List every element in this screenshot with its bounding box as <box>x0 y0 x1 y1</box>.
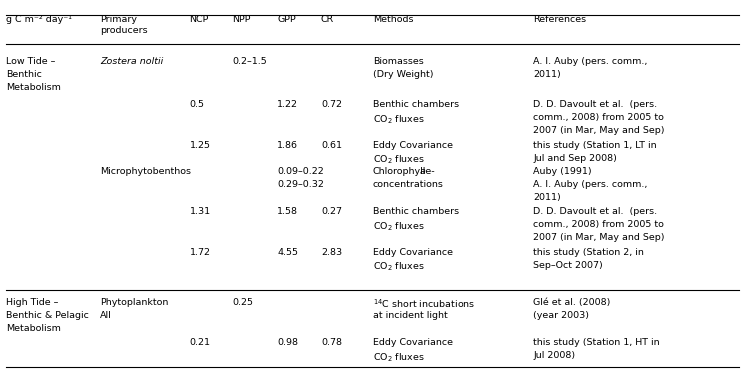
Text: Benthic & Pelagic: Benthic & Pelagic <box>6 311 89 320</box>
Text: Zostera noltii: Zostera noltii <box>100 57 163 66</box>
Text: All: All <box>100 311 112 320</box>
Text: High Tide –: High Tide – <box>6 298 58 307</box>
Text: CO$_2$ fluxes: CO$_2$ fluxes <box>373 220 425 233</box>
Text: GPP: GPP <box>277 15 296 24</box>
Text: Jul and Sep 2008): Jul and Sep 2008) <box>533 154 617 163</box>
Text: this study (Station 2, in: this study (Station 2, in <box>533 248 644 257</box>
Text: 1.72: 1.72 <box>189 248 210 257</box>
Text: Eddy Covariance: Eddy Covariance <box>373 248 453 257</box>
Text: this study (Station 1, LT in: this study (Station 1, LT in <box>533 141 657 150</box>
Text: NPP: NPP <box>233 15 251 24</box>
Text: a: a <box>420 167 426 176</box>
Text: 0.27: 0.27 <box>321 207 342 216</box>
Text: $^{14}$C short incubations: $^{14}$C short incubations <box>373 298 476 310</box>
Text: CO$_2$ fluxes: CO$_2$ fluxes <box>373 351 425 364</box>
Text: 1.86: 1.86 <box>277 141 298 150</box>
Text: Metabolism: Metabolism <box>6 83 61 92</box>
Text: D. D. Davoult et al.  (pers.: D. D. Davoult et al. (pers. <box>533 100 658 109</box>
Text: CO$_2$ fluxes: CO$_2$ fluxes <box>373 154 425 166</box>
Text: 2.83: 2.83 <box>321 248 342 257</box>
Text: 0.5: 0.5 <box>189 100 204 109</box>
Text: 0.61: 0.61 <box>321 141 342 150</box>
Text: 1.22: 1.22 <box>277 100 298 109</box>
Text: D. D. Davoult et al.  (pers.: D. D. Davoult et al. (pers. <box>533 207 658 216</box>
Text: 2011): 2011) <box>533 193 561 201</box>
Text: A. I. Auby (pers. comm.,: A. I. Auby (pers. comm., <box>533 180 648 189</box>
Text: CO$_2$ fluxes: CO$_2$ fluxes <box>373 261 425 273</box>
Text: 2011): 2011) <box>533 70 561 79</box>
Text: 0.78: 0.78 <box>321 338 342 347</box>
Text: Sep–Oct 2007): Sep–Oct 2007) <box>533 261 603 270</box>
Text: Primary
producers: Primary producers <box>100 15 148 35</box>
Text: Metabolism: Metabolism <box>6 324 61 332</box>
Text: Benthic chambers: Benthic chambers <box>373 207 459 216</box>
Text: CR: CR <box>321 15 334 24</box>
Text: this study (Station 1, HT in: this study (Station 1, HT in <box>533 338 660 347</box>
Text: Microphytobenthos: Microphytobenthos <box>100 167 191 176</box>
Text: 0.29–0.32: 0.29–0.32 <box>277 180 324 189</box>
Text: Benthic: Benthic <box>6 70 42 79</box>
Text: 1.58: 1.58 <box>277 207 298 216</box>
Text: References: References <box>533 15 587 24</box>
Text: Glé et al. (2008): Glé et al. (2008) <box>533 298 611 307</box>
Text: Biomasses: Biomasses <box>373 57 424 66</box>
Text: CO$_2$ fluxes: CO$_2$ fluxes <box>373 113 425 126</box>
Text: 0.21: 0.21 <box>189 338 210 347</box>
Text: 1.25: 1.25 <box>189 141 210 150</box>
Text: Eddy Covariance: Eddy Covariance <box>373 338 453 347</box>
Text: (year 2003): (year 2003) <box>533 311 589 320</box>
Text: at incident light: at incident light <box>373 311 448 320</box>
Text: Jul 2008): Jul 2008) <box>533 351 576 360</box>
Text: Auby (1991): Auby (1991) <box>533 167 592 176</box>
Text: Chlorophylle-: Chlorophylle- <box>373 167 435 176</box>
Text: 0.98: 0.98 <box>277 338 298 347</box>
Text: concentrations: concentrations <box>373 180 444 189</box>
Text: Benthic chambers: Benthic chambers <box>373 100 459 109</box>
Text: 1.31: 1.31 <box>189 207 210 216</box>
Text: comm., 2008) from 2005 to: comm., 2008) from 2005 to <box>533 220 664 229</box>
Text: 0.2–1.5: 0.2–1.5 <box>233 57 267 66</box>
Text: (Dry Weight): (Dry Weight) <box>373 70 433 79</box>
Text: Eddy Covariance: Eddy Covariance <box>373 141 453 150</box>
Text: 0.09–0.22: 0.09–0.22 <box>277 167 324 176</box>
Text: g C m⁻² day⁻¹: g C m⁻² day⁻¹ <box>6 15 72 24</box>
Text: 2007 (in Mar, May and Sep): 2007 (in Mar, May and Sep) <box>533 233 665 242</box>
Text: NCP: NCP <box>189 15 209 24</box>
Text: Methods: Methods <box>373 15 414 24</box>
Text: Phytoplankton: Phytoplankton <box>100 298 169 307</box>
Text: 2007 (in Mar, May and Sep): 2007 (in Mar, May and Sep) <box>533 126 665 135</box>
Text: Low Tide –: Low Tide – <box>6 57 55 66</box>
Text: 0.25: 0.25 <box>233 298 253 307</box>
Text: 0.72: 0.72 <box>321 100 342 109</box>
Text: A. I. Auby (pers. comm.,: A. I. Auby (pers. comm., <box>533 57 648 66</box>
Text: 4.55: 4.55 <box>277 248 298 257</box>
Text: comm., 2008) from 2005 to: comm., 2008) from 2005 to <box>533 113 664 122</box>
